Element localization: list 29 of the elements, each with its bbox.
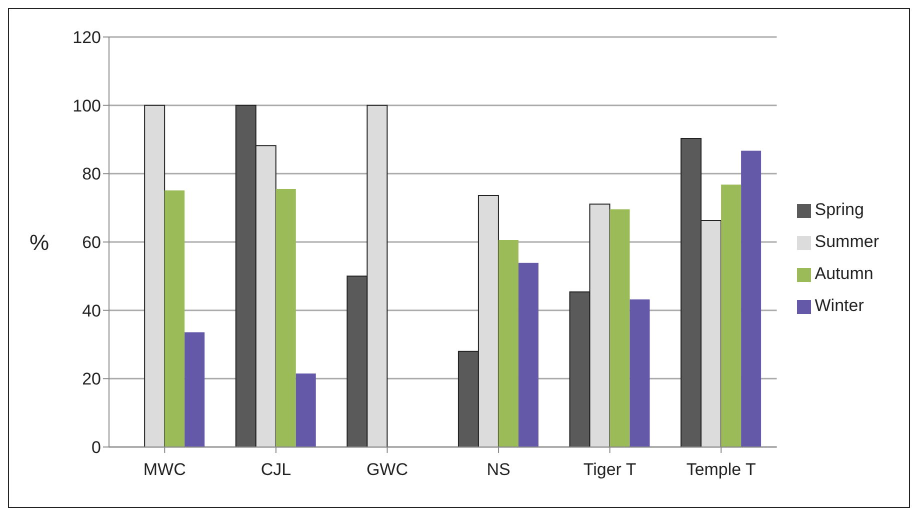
bar — [630, 299, 650, 447]
bar — [610, 209, 630, 447]
y-tick-label: 100 — [72, 96, 101, 116]
legend-label: Summer — [814, 232, 879, 251]
bar — [741, 150, 762, 447]
y-tick-label: 80 — [82, 164, 101, 184]
y-tick-label: 120 — [72, 28, 101, 48]
x-tick-label: Temple T — [686, 460, 756, 480]
y-tick-label: 20 — [82, 370, 101, 389]
y-tick-label: 60 — [82, 233, 101, 252]
bar — [184, 332, 205, 447]
legend-label: Autumn — [814, 264, 874, 283]
x-tick-label: MWC — [143, 460, 186, 480]
y-tick-label: 0 — [92, 438, 101, 458]
bar — [144, 104, 166, 447]
bar — [498, 240, 518, 447]
y-axis-title: % — [29, 230, 49, 255]
legend-label: Winter — [814, 296, 864, 315]
bar — [276, 189, 296, 447]
x-tick-label: NS — [486, 460, 510, 480]
bar — [296, 374, 316, 447]
y-tick-label: 40 — [82, 301, 101, 320]
x-tick-label: GWC — [366, 460, 408, 480]
bar — [518, 262, 538, 447]
x-tick-label: Tiger T — [583, 460, 636, 480]
x-tick-label: CJL — [260, 460, 292, 480]
bar — [721, 184, 742, 447]
bar — [164, 190, 185, 447]
legend-label: Spring — [814, 200, 864, 219]
